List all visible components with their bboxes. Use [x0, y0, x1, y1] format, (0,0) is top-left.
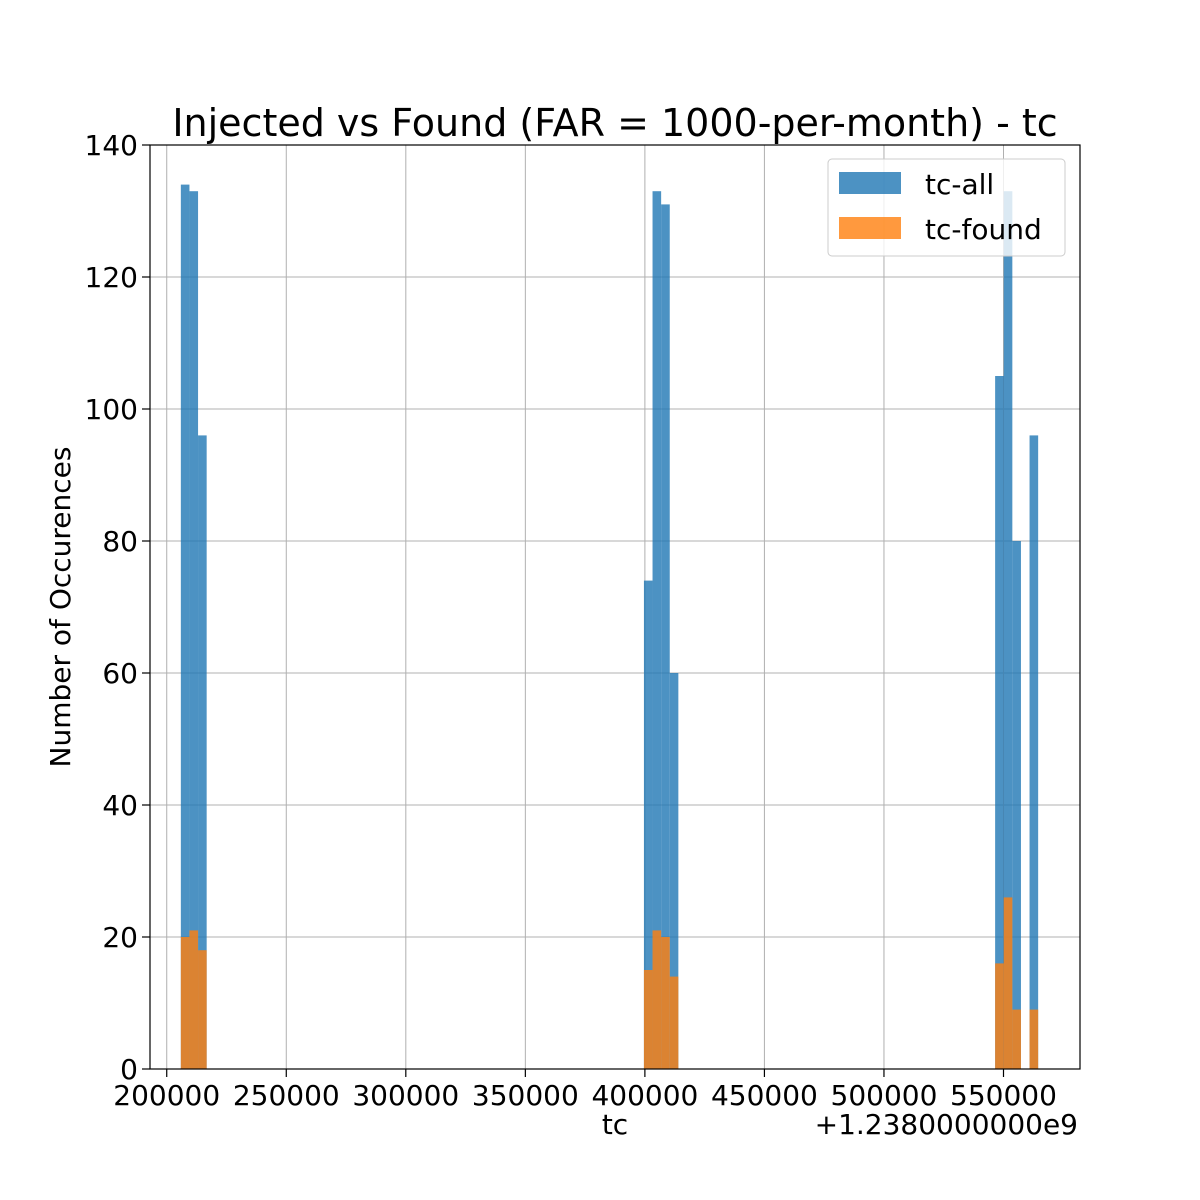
- bar-tc-all: [652, 191, 662, 1069]
- bar-tc-all: [1029, 435, 1039, 1069]
- legend-swatch-tc-found: [839, 217, 901, 239]
- chart-title: Injected vs Found (FAR = 1000-per-month)…: [172, 101, 1057, 145]
- x-axis-offset-label: +1.2380000000e9: [815, 1108, 1078, 1141]
- y-axis-label: Number of Occurences: [44, 447, 77, 768]
- x-tick-label: 250000: [233, 1079, 340, 1112]
- bar-tc-all: [643, 580, 653, 1069]
- bar-tc-found: [643, 970, 653, 1069]
- bar-tc-all: [198, 435, 207, 1069]
- bar-tc-found: [995, 963, 1004, 1069]
- bar-tc-found: [669, 976, 679, 1069]
- x-tick-label: 300000: [352, 1079, 459, 1112]
- bar-tc-all: [1012, 541, 1021, 1069]
- y-tick-label: 100: [85, 393, 138, 426]
- x-tick-label: 450000: [711, 1079, 818, 1112]
- bar-tc-found: [189, 930, 199, 1069]
- legend-swatch-tc-all: [839, 172, 901, 194]
- bar-tc-all: [1003, 191, 1013, 1069]
- y-tick-label: 140: [85, 129, 138, 162]
- x-tick-label: 200000: [113, 1079, 220, 1112]
- bar-tc-found: [198, 950, 207, 1069]
- bar-tc-all: [180, 184, 190, 1070]
- y-tick-label: 60: [102, 657, 138, 690]
- plot-frame: [149, 144, 1081, 1070]
- bar-tc-found: [180, 937, 190, 1069]
- bar-tc-all: [669, 673, 679, 1069]
- bar-tc-found: [661, 937, 670, 1069]
- histogram-bars: [180, 184, 1039, 1070]
- y-tick-label: 0: [120, 1053, 138, 1086]
- x-axis-label: tc: [602, 1108, 628, 1141]
- bar-tc-found: [1012, 1009, 1021, 1069]
- x-tick-label: 350000: [472, 1079, 579, 1112]
- bar-tc-all: [661, 204, 670, 1069]
- x-tick-label: 500000: [831, 1079, 938, 1112]
- x-tick-label: 550000: [950, 1079, 1057, 1112]
- bar-tc-all: [995, 376, 1004, 1069]
- y-tick-label: 80: [102, 525, 138, 558]
- legend-label-tc-found: tc-found: [925, 213, 1042, 246]
- bar-tc-all: [189, 191, 199, 1069]
- x-tick-label: 400000: [591, 1079, 698, 1112]
- bar-tc-found: [1003, 897, 1013, 1069]
- y-tick-label: 20: [102, 921, 138, 954]
- axis-ticks: 200000 250000 300000 350000 400000 450000 5000…: [85, 129, 1057, 1112]
- grid-lines: [150, 144, 1080, 1070]
- y-tick-label: 120: [85, 261, 138, 294]
- bar-tc-found: [1029, 1009, 1039, 1069]
- legend: tc-all tc-found: [827, 158, 1066, 257]
- bar-tc-found: [652, 930, 662, 1069]
- legend-label-tc-all: tc-all: [925, 168, 994, 201]
- y-tick-label: 40: [102, 789, 138, 822]
